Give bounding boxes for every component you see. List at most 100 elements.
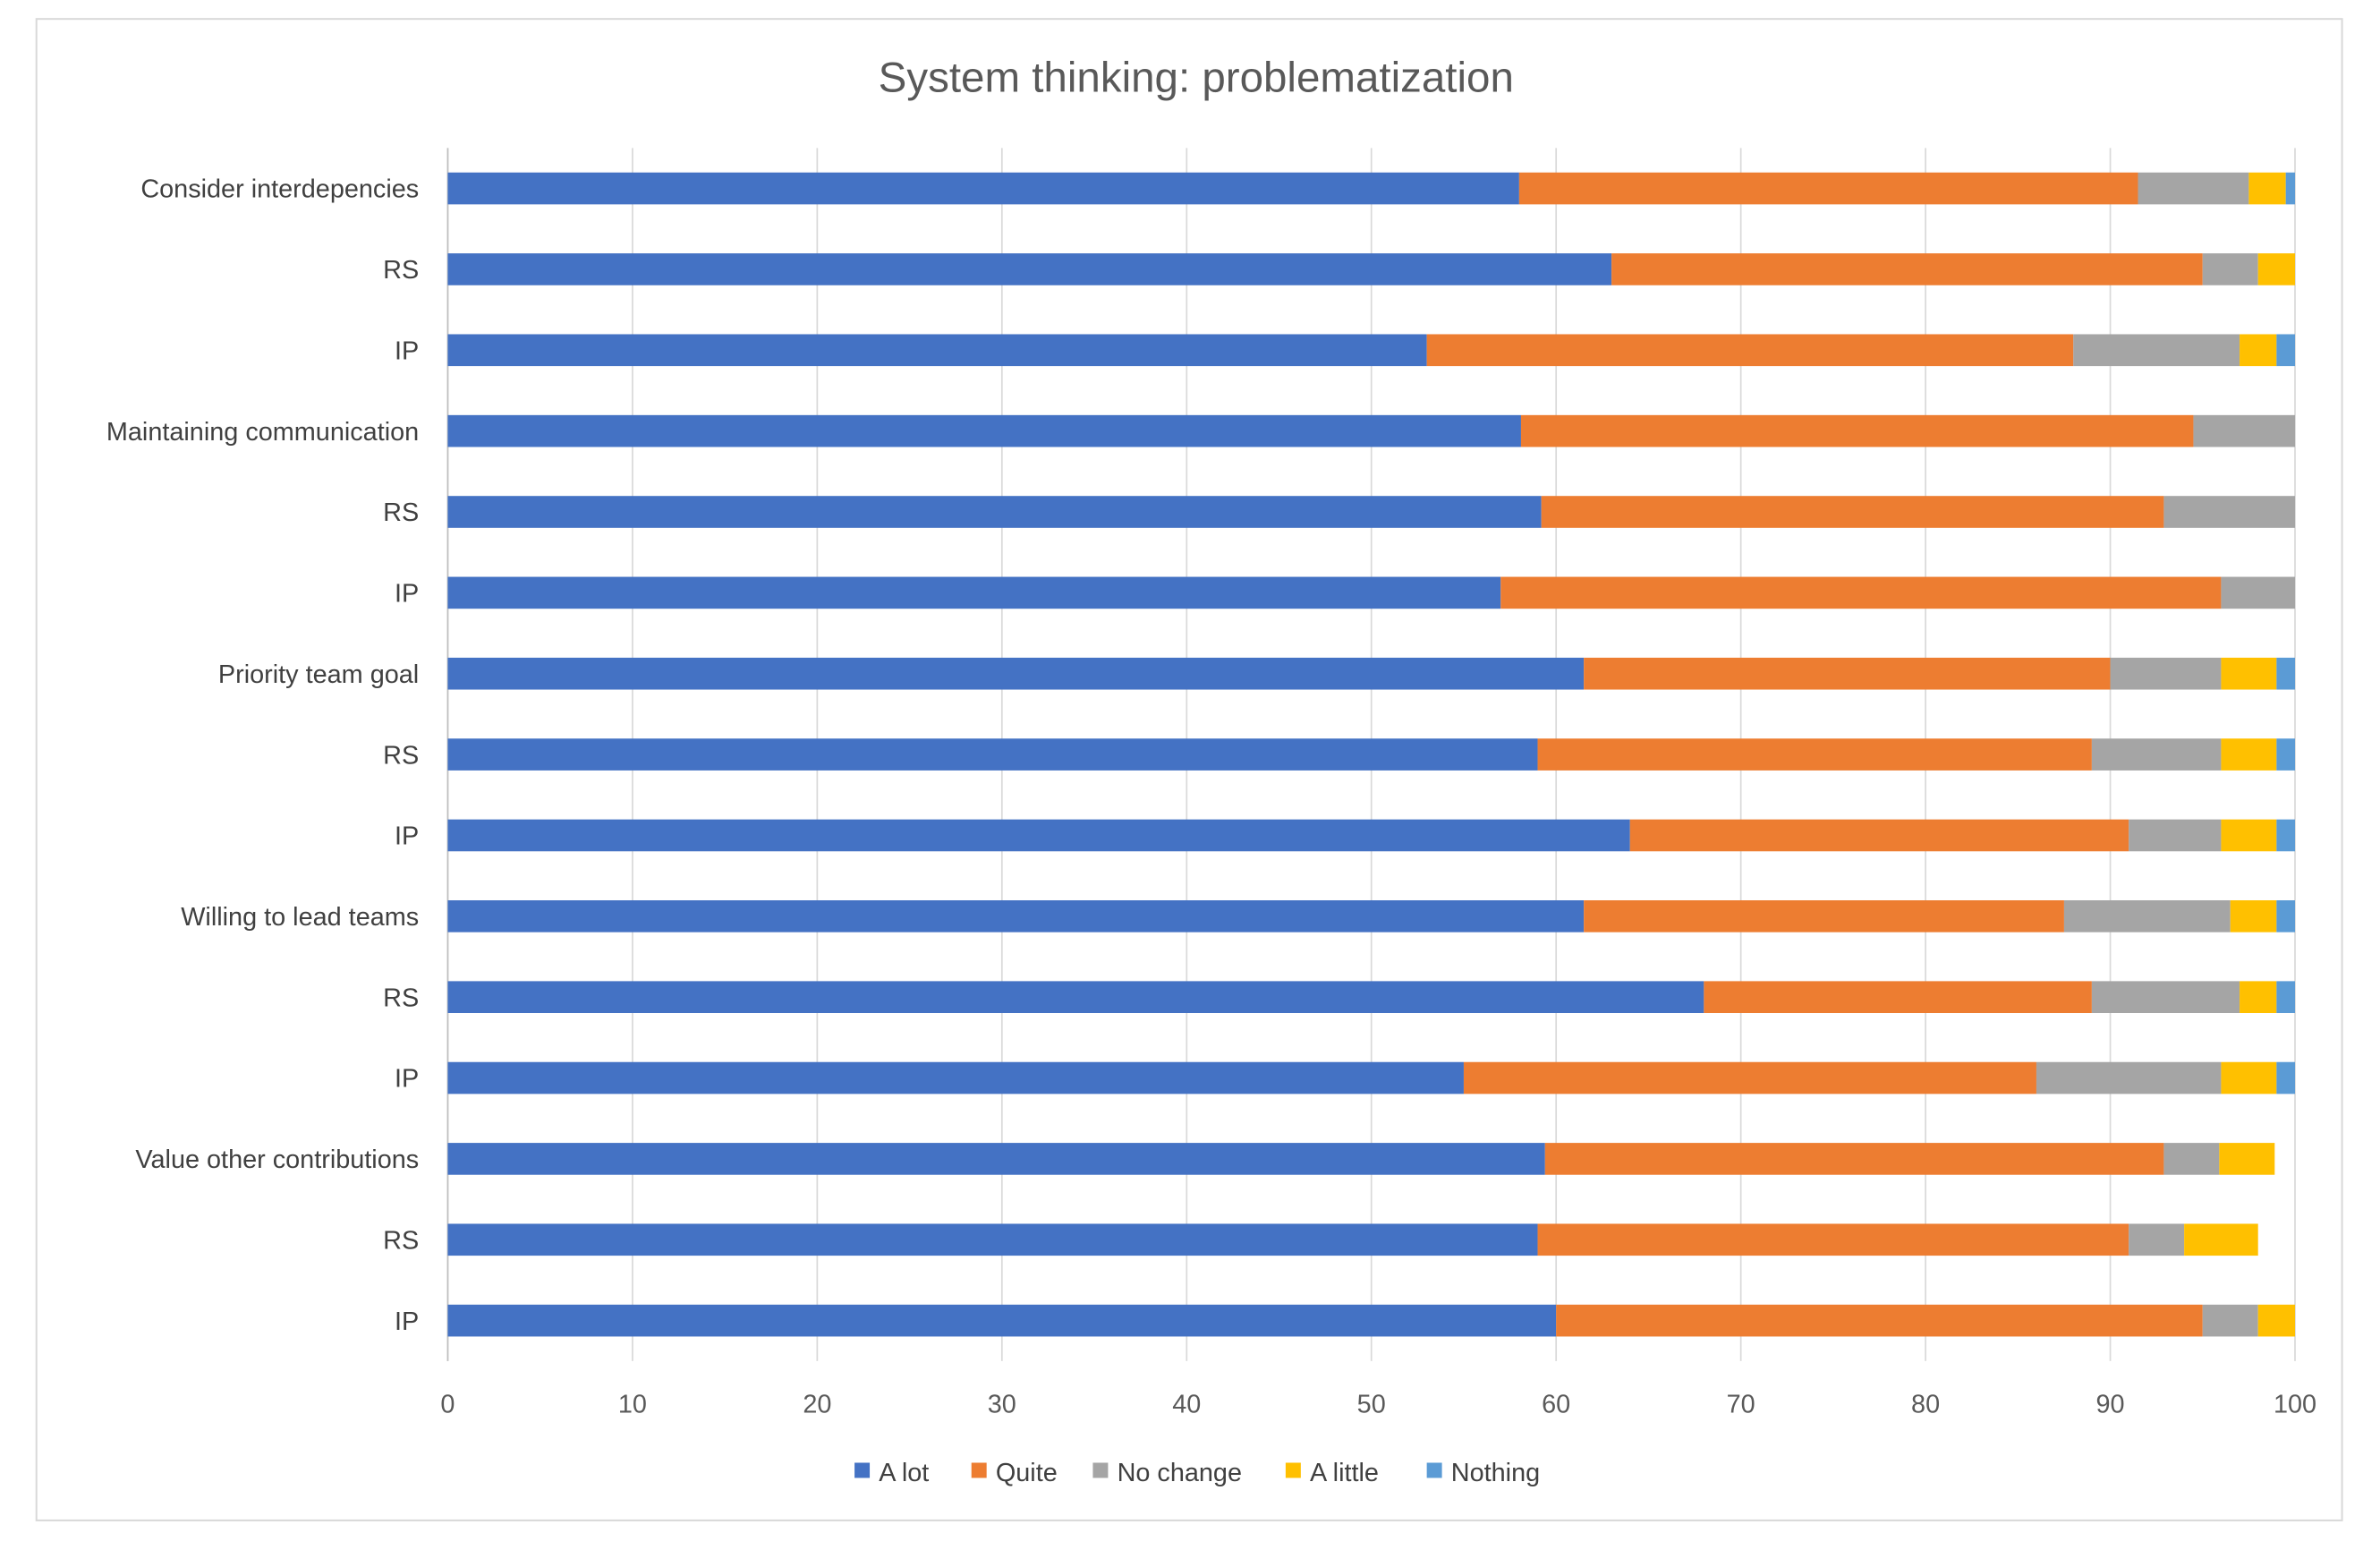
x-tick-label: 50 xyxy=(1357,1391,1386,1419)
x-tick-label: 40 xyxy=(1172,1391,1201,1419)
category-label: RS xyxy=(383,984,419,1012)
bar-a-lot xyxy=(447,496,1542,528)
legend-swatch xyxy=(854,1462,871,1478)
legend-item: Nothing xyxy=(1426,1459,1540,1487)
bar-a-little xyxy=(2221,1061,2277,1094)
bar-a-little xyxy=(2221,738,2277,771)
bar-a-little xyxy=(2257,1304,2295,1337)
bar-quite xyxy=(1520,414,2194,447)
category-label: Priority team goal xyxy=(218,660,419,689)
bar-quite xyxy=(1629,819,2129,852)
bar-a-little xyxy=(2240,981,2277,1013)
bar-no-change xyxy=(2202,1304,2258,1337)
bar-a-lot xyxy=(447,819,1630,852)
bar-nothing xyxy=(2276,738,2295,771)
bar-quite xyxy=(1463,1061,2036,1094)
bar-quite xyxy=(1704,981,2092,1013)
bar-a-lot xyxy=(447,657,1585,690)
bar-no-change xyxy=(2163,1143,2220,1175)
bar-a-little xyxy=(2219,1143,2275,1175)
legend-label: A lot xyxy=(879,1459,929,1487)
bar-a-lot xyxy=(447,1061,1464,1094)
legend-swatch xyxy=(971,1462,987,1478)
bar-a-lot xyxy=(447,576,1501,609)
category-label: Consider interdepencies xyxy=(140,175,419,204)
bar-quite xyxy=(1556,1304,2203,1337)
legend-label: No change xyxy=(1118,1459,1242,1487)
bar-quite xyxy=(1541,496,2164,528)
category-label: IP xyxy=(395,822,419,851)
bar-a-lot xyxy=(447,253,1612,285)
category-label: IP xyxy=(395,580,419,609)
bar-quite xyxy=(1544,1143,2164,1175)
category-label: RS xyxy=(383,256,419,285)
category-label: RS xyxy=(383,741,419,770)
x-tick-label: 0 xyxy=(440,1391,455,1419)
bar-no-change xyxy=(2163,496,2295,528)
bar-quite xyxy=(1426,334,2074,367)
bar-a-little xyxy=(2221,657,2277,690)
bar-nothing xyxy=(2276,819,2295,852)
category-label: Maintaining communication xyxy=(106,418,419,447)
x-tick-label: 100 xyxy=(2274,1391,2316,1419)
bar-no-change xyxy=(2221,576,2295,609)
legend-item: No change xyxy=(1092,1459,1242,1487)
legend-label: Nothing xyxy=(1451,1459,1540,1487)
bar-nothing xyxy=(2276,657,2295,690)
bar-a-little xyxy=(2248,172,2286,205)
x-tick-label: 80 xyxy=(1911,1391,1940,1419)
bar-a-little xyxy=(2230,900,2277,933)
bar-quite xyxy=(1611,253,2203,285)
bar-a-lot xyxy=(447,414,1521,447)
bar-a-little xyxy=(2184,1223,2258,1256)
bar-a-lot xyxy=(447,738,1538,771)
x-tick-label: 90 xyxy=(2096,1391,2125,1419)
bar-a-lot xyxy=(447,981,1704,1013)
bar-quite xyxy=(1500,576,2222,609)
x-tick-label: 60 xyxy=(1542,1391,1570,1419)
legend-swatch xyxy=(1285,1462,1301,1478)
category-label: RS xyxy=(383,498,419,527)
bar-a-lot xyxy=(447,334,1427,367)
bar-a-lot xyxy=(447,172,1519,205)
legend-swatch xyxy=(1092,1462,1109,1478)
bar-quite xyxy=(1537,738,2092,771)
bar-no-change xyxy=(2138,172,2249,205)
bar-quite xyxy=(1584,657,2111,690)
bar-no-change xyxy=(2129,819,2222,852)
category-label: Value other contributions xyxy=(135,1145,419,1174)
bar-a-lot xyxy=(447,1304,1557,1337)
category-label: IP xyxy=(395,1307,419,1336)
legend-item: Quite xyxy=(971,1459,1058,1487)
legend-label: Quite xyxy=(996,1459,1058,1487)
bar-no-change xyxy=(2202,253,2258,285)
bar-nothing xyxy=(2276,981,2295,1013)
bar-no-change xyxy=(2129,1223,2185,1256)
legend-label: A little xyxy=(1310,1459,1379,1487)
bar-nothing xyxy=(2276,900,2295,933)
bar-no-change xyxy=(2091,981,2240,1013)
bar-a-lot xyxy=(447,1143,1545,1175)
bar-no-change xyxy=(2193,414,2295,447)
bar-no-change xyxy=(2063,900,2231,933)
x-tick-label: 70 xyxy=(1727,1391,1755,1419)
bar-quite xyxy=(1584,900,2064,933)
bar-a-little xyxy=(2240,334,2277,367)
bar-a-little xyxy=(2221,819,2277,852)
bar-nothing xyxy=(2276,334,2295,367)
bar-no-change xyxy=(2036,1061,2222,1094)
x-tick-label: 20 xyxy=(803,1391,831,1419)
bar-no-change xyxy=(2073,334,2240,367)
bar-a-lot xyxy=(447,900,1585,933)
bar-a-little xyxy=(2257,253,2295,285)
x-tick-label: 30 xyxy=(988,1391,1016,1419)
category-label: IP xyxy=(395,1065,419,1094)
bar-nothing xyxy=(2285,172,2295,205)
bar-nothing xyxy=(2276,1061,2295,1094)
bar-quite xyxy=(1537,1223,2129,1256)
chart-title: System thinking: problematization xyxy=(879,55,1514,102)
legend-swatch xyxy=(1426,1462,1442,1478)
bar-a-lot xyxy=(447,1223,1538,1256)
x-tick-label: 10 xyxy=(618,1391,647,1419)
